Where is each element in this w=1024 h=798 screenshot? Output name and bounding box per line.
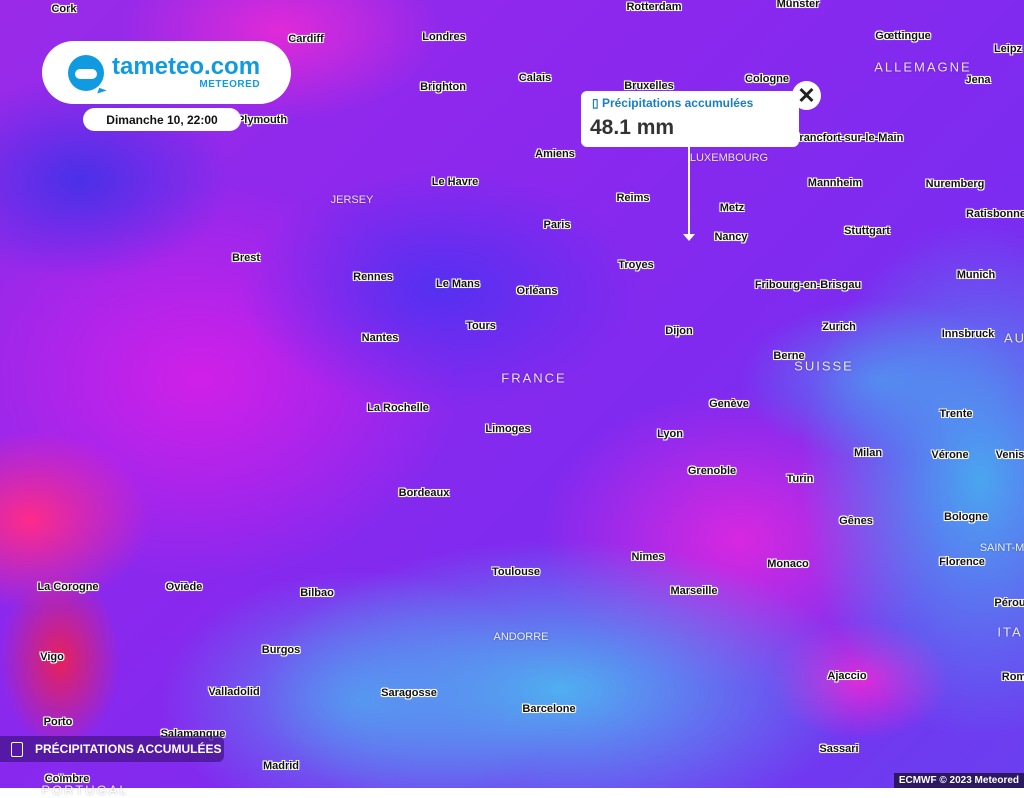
tameteo-logo[interactable]: tameteo.com METEORED — [42, 41, 291, 104]
city-label: Brighton — [420, 81, 466, 93]
city-label: Oviède — [165, 581, 203, 593]
close-popup-button[interactable]: ✕ — [792, 81, 821, 110]
city-label: Cologne — [745, 73, 789, 85]
city-label: Madrid — [262, 760, 300, 772]
city-label: Bruxelles — [624, 80, 674, 92]
country-label: ITA — [997, 624, 1023, 640]
city-label: Vérone — [931, 449, 969, 461]
city-label: Troyes — [618, 259, 654, 271]
city-label: Marseille — [670, 585, 718, 597]
city-label: Reims — [616, 192, 650, 204]
city-label: Leipz — [993, 43, 1023, 55]
timestamp-badge: Dimanche 10, 22:00 — [83, 108, 241, 131]
cloud-sun-icon — [68, 54, 104, 91]
city-label: Coïmbre — [44, 773, 90, 785]
city-label: Cardiff — [288, 33, 324, 45]
city-label: Grenoble — [687, 465, 737, 477]
city-label: Trente — [939, 408, 973, 420]
brand-sub: METEORED — [199, 79, 261, 90]
city-label: Gênes — [839, 515, 873, 527]
city-label: Brest — [231, 252, 261, 264]
city-label: Milan — [853, 447, 883, 459]
city-label: Lyon — [657, 428, 683, 440]
city-label: Turin — [786, 473, 814, 485]
city-label: Saragosse — [381, 687, 437, 699]
city-label: Ajaccio — [827, 670, 867, 682]
popup-label: Précipitations accumulées — [601, 96, 754, 110]
city-label: Nimes — [631, 551, 665, 563]
country-label: SUISSE — [794, 358, 854, 374]
city-label: Nantes — [361, 332, 399, 344]
popup-pointer-line — [688, 147, 690, 239]
value-popup: ▯ Précipitations accumulées 48.1 mm — [581, 91, 799, 147]
city-label: Francfort-sur-le-Main — [792, 132, 904, 144]
city-label: Münster — [776, 0, 820, 10]
city-label: La Rochelle — [367, 402, 429, 414]
city-label: Amiens — [535, 148, 575, 160]
rain-gauge-icon — [11, 741, 23, 757]
city-label: Plymouth — [236, 114, 288, 126]
city-label: Nancy — [714, 231, 748, 243]
city-label: Tours — [466, 320, 496, 332]
city-label: La Corogne — [37, 581, 99, 593]
city-label: Le Mans — [435, 278, 481, 290]
popup-pointer-arrow — [683, 234, 695, 241]
city-label: Monaco — [767, 558, 809, 570]
city-label: Orléans — [516, 285, 558, 297]
close-icon: ✕ — [797, 82, 816, 108]
country-label: JERSEY — [330, 194, 374, 206]
city-label: Genève — [709, 398, 749, 410]
city-label: Pérou — [994, 597, 1024, 609]
legend-label: PRÉCIPITATIONS ACCUMULÉES — [35, 742, 222, 756]
popup-value: 48.1 mm — [590, 116, 675, 139]
city-label: Valladolid — [208, 686, 260, 698]
city-label: Londres — [422, 31, 466, 43]
city-label: Ratisbonne — [966, 208, 1024, 220]
city-label: Jena — [965, 74, 991, 86]
country-label: PORTUGAL — [41, 782, 129, 798]
city-label: Sassari — [819, 743, 859, 755]
city-label: Metz — [719, 202, 745, 214]
city-label: Paris — [543, 219, 571, 231]
country-label: SAINT-M — [979, 542, 1024, 554]
layer-legend[interactable]: PRÉCIPITATIONS ACCUMULÉES — [0, 736, 224, 762]
city-label: Burgos — [261, 644, 301, 656]
country-label: AU — [1003, 330, 1024, 346]
city-label: Gœttingue — [875, 30, 931, 42]
city-label: Berne — [773, 350, 805, 362]
city-label: Nuremberg — [925, 178, 985, 190]
city-label: Porto — [43, 716, 73, 728]
city-label: Rotterdam — [626, 1, 682, 13]
city-label: Zurich — [822, 321, 856, 333]
city-label: Le Havre — [431, 176, 479, 188]
city-label: Bordeaux — [398, 487, 450, 499]
rain-gauge-icon: ▯ — [592, 96, 602, 110]
city-label: Florence — [939, 556, 985, 568]
country-label: FRANCE — [501, 370, 567, 386]
brand-name: tameteo.com — [112, 53, 261, 80]
country-label: LUXEMBOURG — [689, 152, 769, 164]
city-label: Dijon — [665, 325, 693, 337]
city-label: Vigo — [40, 651, 64, 663]
city-label: Calais — [518, 72, 552, 84]
map-credit: ECMWF © 2023 Meteored — [893, 773, 1024, 788]
city-label: Limoges — [485, 423, 531, 435]
city-label: Toulouse — [491, 566, 541, 578]
city-label: Rennes — [353, 271, 393, 283]
city-label: Barcelone — [522, 703, 576, 715]
country-label: ALLEMAGNE — [874, 59, 972, 75]
city-label: Innsbruck — [941, 328, 995, 340]
city-label: Venis — [995, 449, 1024, 461]
city-label: Bologne — [944, 511, 988, 523]
country-label: ANDORRE — [493, 631, 549, 643]
city-label: Stuttgart — [844, 225, 890, 237]
city-label: Rom — [1001, 671, 1024, 683]
city-label: Mannheim — [807, 177, 863, 189]
city-label: Munich — [956, 269, 996, 281]
city-label: Cork — [51, 3, 77, 15]
city-label: Fribourg-en-Brisgau — [754, 279, 862, 291]
city-label: Bilbao — [300, 587, 334, 599]
